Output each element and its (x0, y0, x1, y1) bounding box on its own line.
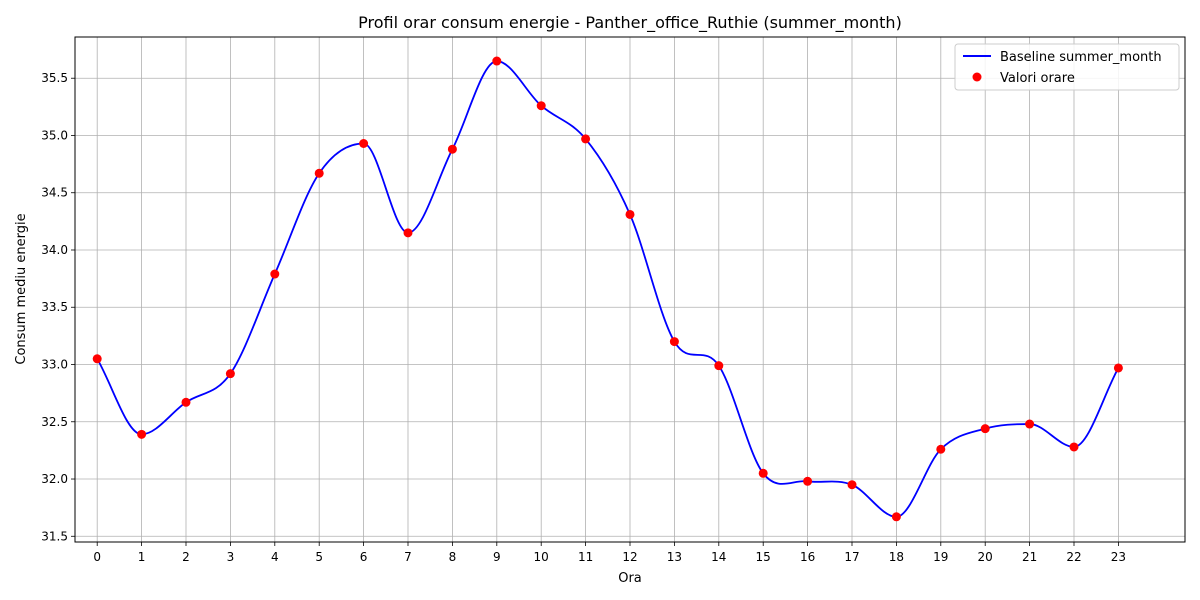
data-point (403, 228, 413, 238)
x-tick-label: 18 (889, 550, 904, 564)
x-tick-label: 20 (978, 550, 993, 564)
data-point (847, 480, 857, 490)
data-point (758, 468, 768, 478)
scatter-series-layer (92, 56, 1123, 522)
data-point (181, 397, 191, 407)
x-tick-label: 5 (315, 550, 323, 564)
y-tick-label: 32.5 (41, 415, 68, 429)
data-point (1025, 419, 1035, 429)
data-point (270, 269, 280, 279)
y-axis-title: Consum mediu energie (14, 213, 29, 364)
x-tick-label: 21 (1022, 550, 1037, 564)
y-tick-label: 34.0 (41, 243, 68, 257)
data-point (1069, 442, 1079, 452)
x-tick-label: 15 (756, 550, 771, 564)
data-point (669, 337, 679, 347)
x-tick-label: 4 (271, 550, 279, 564)
y-tick-label: 33.5 (41, 300, 68, 314)
data-point (581, 134, 591, 144)
y-tick-label: 35.0 (41, 128, 68, 142)
data-point (536, 101, 546, 111)
x-tick-label: 2 (182, 550, 190, 564)
x-tick-label: 8 (449, 550, 457, 564)
legend: Baseline summer_month Valori orare (954, 43, 1180, 91)
data-point (980, 424, 990, 434)
x-tick-label: 11 (578, 550, 593, 564)
data-point (447, 144, 457, 154)
x-tick-label: 17 (844, 550, 859, 564)
legend-point-swatch (972, 72, 982, 82)
data-point (1113, 363, 1123, 373)
data-point (492, 56, 502, 66)
x-tick-label: 13 (667, 550, 682, 564)
x-tick-label: 10 (534, 550, 549, 564)
data-point (714, 361, 724, 371)
x-tick-label: 14 (711, 550, 726, 564)
baseline-line (96, 60, 1120, 518)
chart-title: Profil orar consum energie - Panther_off… (358, 13, 902, 33)
data-point (625, 209, 635, 219)
x-tick-label: 6 (360, 550, 368, 564)
y-tick-label: 33.0 (41, 358, 68, 372)
x-axis-ticks: 0 1 2 3 4 5 6 7 8 9 10 11 12 13 14 15 16 17 18 19 20 21 22 23 (93, 542, 1126, 564)
legend-label-points: Valori orare (1000, 71, 1075, 86)
y-axis-ticks: 31.5 32.0 32.5 33.0 33.5 34.0 34.5 35.0 35.5 (41, 71, 75, 543)
legend-label-baseline: Baseline summer_month (1000, 50, 1162, 65)
line-series-layer (96, 60, 1120, 518)
data-point (891, 512, 901, 522)
x-tick-label: 9 (493, 550, 501, 564)
x-tick-label: 3 (227, 550, 235, 564)
data-point (803, 476, 813, 486)
data-point (936, 444, 946, 454)
data-point (314, 168, 324, 178)
y-tick-label: 32.0 (41, 472, 68, 486)
data-point (92, 354, 102, 364)
x-tick-label: 16 (800, 550, 815, 564)
x-tick-label: 22 (1066, 550, 1081, 564)
x-tick-label: 0 (93, 550, 101, 564)
x-tick-label: 19 (933, 550, 948, 564)
x-axis-title: Ora (618, 571, 642, 586)
legend-box (954, 43, 1180, 91)
y-tick-label: 34.5 (41, 186, 68, 200)
x-tick-label: 12 (622, 550, 637, 564)
x-tick-label: 1 (138, 550, 146, 564)
grid (75, 37, 1185, 542)
x-tick-label: 23 (1111, 550, 1126, 564)
x-tick-label: 7 (404, 550, 412, 564)
y-tick-label: 31.5 (41, 529, 68, 543)
data-point (225, 369, 235, 379)
data-point (137, 429, 147, 439)
data-point (359, 138, 369, 148)
y-tick-label: 35.5 (41, 71, 68, 85)
